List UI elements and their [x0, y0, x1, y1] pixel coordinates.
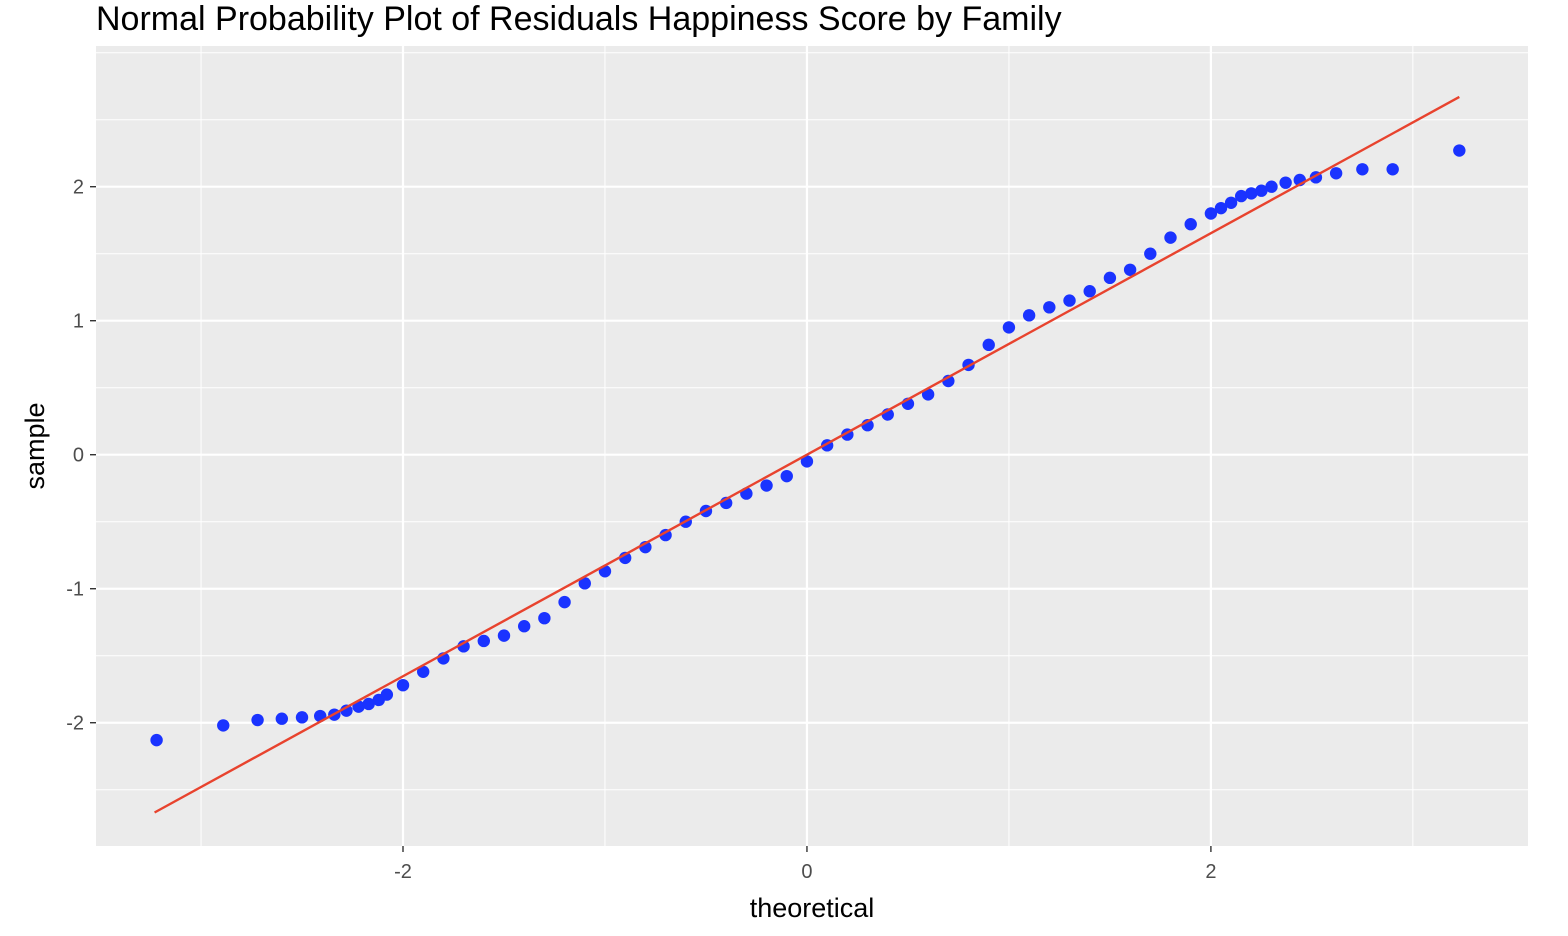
sample-point — [477, 634, 490, 648]
sample-point — [1063, 294, 1076, 307]
y-tick-label: 1 — [73, 311, 84, 333]
sample-point — [1083, 285, 1096, 298]
sample-point — [1103, 271, 1117, 285]
sample-point — [1255, 184, 1268, 197]
sample-point — [1265, 180, 1278, 193]
sample-point — [362, 697, 375, 711]
sample-point — [1329, 167, 1343, 180]
reference-line-layer — [153, 95, 1460, 814]
y-tick-label: -1 — [66, 579, 84, 601]
sample-point — [1144, 247, 1157, 260]
sample-point — [517, 620, 531, 633]
sample-point — [1204, 207, 1218, 220]
sample-point — [251, 713, 264, 727]
x-tick-label: -2 — [394, 861, 412, 883]
sample-point — [760, 479, 773, 492]
sample-point — [396, 678, 410, 692]
sample-point — [538, 611, 551, 625]
x-tick-label: 2 — [1205, 861, 1216, 883]
sample-point — [416, 665, 430, 678]
sample-point — [1224, 196, 1238, 209]
sample-point — [558, 595, 571, 609]
y-tick-label: 2 — [73, 177, 84, 199]
sample-point — [578, 577, 591, 590]
sample-point — [1123, 263, 1137, 276]
sample-point — [1234, 189, 1248, 203]
sample-point — [780, 469, 793, 483]
sample-point — [1279, 176, 1292, 189]
axis-ticks — [90, 186, 1212, 852]
sample-point — [457, 640, 470, 653]
sample-point — [150, 733, 163, 747]
sample-point — [1184, 218, 1197, 231]
sample-point — [1043, 301, 1056, 314]
sample-point — [659, 528, 672, 542]
sample-point — [380, 688, 394, 701]
sample-point — [275, 712, 289, 725]
sample-point — [340, 704, 353, 717]
reference-line — [153, 95, 1460, 814]
sample-point — [497, 629, 511, 642]
sample-point — [1245, 187, 1258, 200]
sample-point — [1214, 201, 1228, 215]
y-tick-label: -2 — [66, 713, 84, 735]
sample-point — [1002, 321, 1016, 334]
sample-point — [1022, 309, 1036, 322]
minor-gridlines — [96, 46, 1528, 846]
sample-point — [1386, 163, 1399, 176]
sample-point — [217, 719, 230, 732]
sample-point — [1356, 163, 1369, 176]
sample-point — [800, 455, 814, 468]
y-axis-title: sample — [20, 402, 50, 489]
sample-point — [295, 711, 309, 724]
y-tick-label: 0 — [73, 445, 84, 467]
tick-labels: -2 0 2 -2 -1 0 1 2 — [66, 177, 1216, 883]
sample-point — [1453, 144, 1466, 157]
x-tick-label: 0 — [801, 861, 812, 883]
sample-point — [1164, 231, 1177, 244]
x-axis-title: theoretical — [750, 893, 875, 923]
sample-point — [982, 338, 995, 352]
chart-title: Normal Probability Plot of Residuals Hap… — [96, 0, 1062, 38]
